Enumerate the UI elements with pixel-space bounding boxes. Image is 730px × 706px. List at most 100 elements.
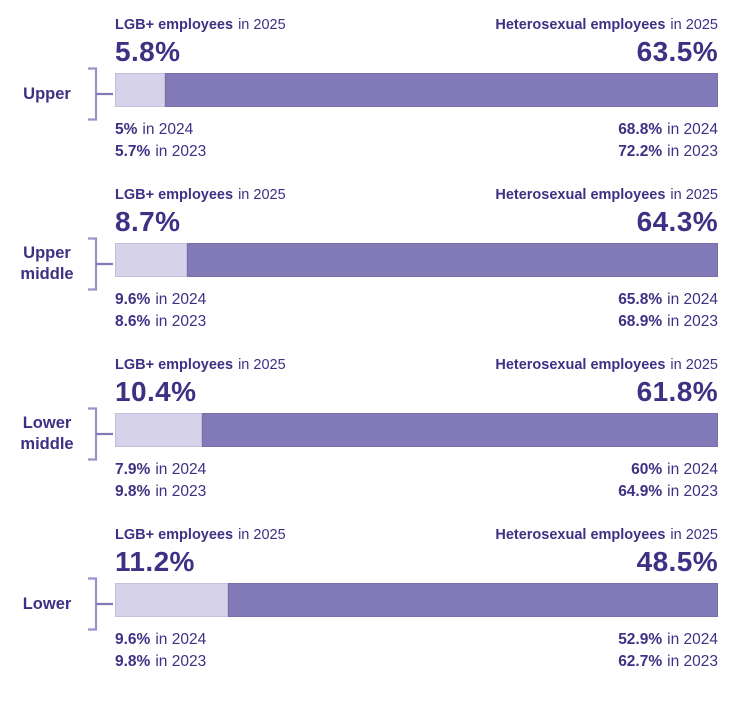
stacked-bar [115,583,718,617]
lgb-2023-value: 5.7% [115,143,151,160]
chart-sections: Upper LGB+ employees in 2025 Heterosexual… [0,16,730,696]
notes-2024-row: 9.6% in 2024 65.8% in 2024 [115,289,718,311]
lgb-2024-suffix: in 2024 [155,291,207,308]
het-2025-value: 63.5% [636,36,718,67]
class-section: Upper LGB+ employees in 2025 Heterosexual… [0,16,730,186]
lgb-2023-value: 9.8% [115,653,151,670]
lgb-header-name: LGB+ employees [115,17,234,33]
lgb-2023-suffix: in 2023 [155,313,207,330]
lgb-header: LGB+ employees in 2025 [115,356,286,374]
het-2024-suffix: in 2024 [667,291,718,308]
lgb-2025-value: 11.2% [115,546,195,577]
het-2024-value: 52.9% [618,631,663,648]
value-row-2025: 10.4% 61.8% [115,376,718,407]
lgb-segment [115,73,166,107]
lgb-header-year: in 2025 [238,17,286,33]
het-2024-value: 68.8% [618,121,663,138]
lgb-header-year: in 2025 [238,187,286,203]
lgb-2023-note: 8.6% in 2023 [115,311,206,333]
label-bracket-icon [88,577,113,631]
het-header-year: in 2025 [670,17,718,33]
prior-years-notes: 5% in 2024 68.8% in 2024 5.7% in 2023 72.2%… [115,119,718,163]
het-2023-suffix: in 2023 [667,313,718,330]
het-2024-note: 60% in 2024 [631,459,718,481]
header-row: LGB+ employees in 2025 Heterosexual emplo… [115,526,718,544]
class-section: Upper middle LGB+ employees in 2025 Heter… [0,186,730,356]
category-side: Lower middle [0,407,116,461]
lgb-2023-suffix: in 2023 [155,483,207,500]
lgb-segment [115,413,202,447]
het-2023-suffix: in 2023 [667,653,718,670]
het-2023-suffix: in 2023 [667,483,718,500]
het-2024-value: 65.8% [618,291,663,308]
lgb-2023-suffix: in 2023 [155,653,207,670]
category-label: Upper [23,84,71,103]
lgb-header: LGB+ employees in 2025 [115,526,286,544]
het-2025-value: 48.5% [636,546,718,577]
het-header-name: Heterosexual employees [495,357,666,373]
class-section: Lower middle LGB+ employees in 2025 Heter… [0,356,730,526]
value-row-2025: 5.8% 63.5% [115,36,718,67]
het-2024-note: 65.8% in 2024 [618,289,718,311]
het-header-year: in 2025 [670,527,718,543]
lgb-2024-note: 9.6% in 2024 [115,289,206,311]
lgb-header: LGB+ employees in 2025 [115,16,286,34]
het-2023-note: 62.7% in 2023 [618,651,718,673]
lgb-header-name: LGB+ employees [115,187,234,203]
het-header: Heterosexual employees in 2025 [495,526,718,544]
category-label: Upper middle [20,244,74,283]
lgb-2025-value: 8.7% [115,206,181,237]
het-2023-note: 68.9% in 2023 [618,311,718,333]
het-2023-suffix: in 2023 [667,143,718,160]
category-side: Upper [0,67,116,121]
het-2024-note: 52.9% in 2024 [618,629,718,651]
het-header-year: in 2025 [670,187,718,203]
het-2024-note: 68.8% in 2024 [618,119,718,141]
lgb-header-year: in 2025 [238,357,286,373]
lgb-segment [115,243,187,277]
notes-2023-row: 8.6% in 2023 68.9% in 2023 [115,311,718,333]
het-2024-suffix: in 2024 [667,121,718,138]
lgb-2024-value: 9.6% [115,291,151,308]
lgb-segment [115,583,229,617]
value-row-2025: 11.2% 48.5% [115,546,718,577]
lgb-header-year: in 2025 [238,527,286,543]
het-2023-value: 68.9% [618,313,663,330]
lgb-2023-suffix: in 2023 [155,143,207,160]
het-2025-value: 61.8% [636,376,718,407]
category-label: Lower middle [20,414,74,453]
lgb-2023-note: 9.8% in 2023 [115,481,206,503]
prior-years-notes: 7.9% in 2024 60% in 2024 9.8% in 2023 64.9%… [115,459,718,503]
stacked-bar [115,73,718,107]
het-2023-value: 72.2% [618,143,663,160]
het-2024-suffix: in 2024 [667,631,718,648]
het-2023-note: 72.2% in 2023 [618,141,718,163]
lgb-2024-suffix: in 2024 [155,461,207,478]
lgb-2025-value: 10.4% [115,376,197,407]
class-section: Lower LGB+ employees in 2025 Heterosexual… [0,526,730,696]
stacked-bar [115,413,718,447]
het-2023-value: 64.9% [618,483,663,500]
het-segment [186,243,718,277]
lgb-2024-suffix: in 2024 [155,631,207,648]
lgb-2024-suffix: in 2024 [142,121,194,138]
lgb-2023-note: 9.8% in 2023 [115,651,206,673]
lgb-2023-value: 9.8% [115,483,151,500]
lgb-2024-note: 5% in 2024 [115,119,193,141]
notes-2024-row: 7.9% in 2024 60% in 2024 [115,459,718,481]
lgb-2024-value: 7.9% [115,461,151,478]
header-row: LGB+ employees in 2025 Heterosexual emplo… [115,186,718,204]
het-header: Heterosexual employees in 2025 [495,186,718,204]
notes-2024-row: 5% in 2024 68.8% in 2024 [115,119,718,141]
het-2024-suffix: in 2024 [667,461,718,478]
label-bracket-icon [88,407,113,461]
header-row: LGB+ employees in 2025 Heterosexual emplo… [115,16,718,34]
het-segment [228,583,718,617]
lgb-2023-value: 8.6% [115,313,151,330]
het-2024-value: 60% [631,461,663,478]
category-side: Lower [0,577,116,631]
label-bracket-icon [88,67,113,121]
lgb-2023-note: 5.7% in 2023 [115,141,206,163]
category-side: Upper middle [0,237,116,291]
